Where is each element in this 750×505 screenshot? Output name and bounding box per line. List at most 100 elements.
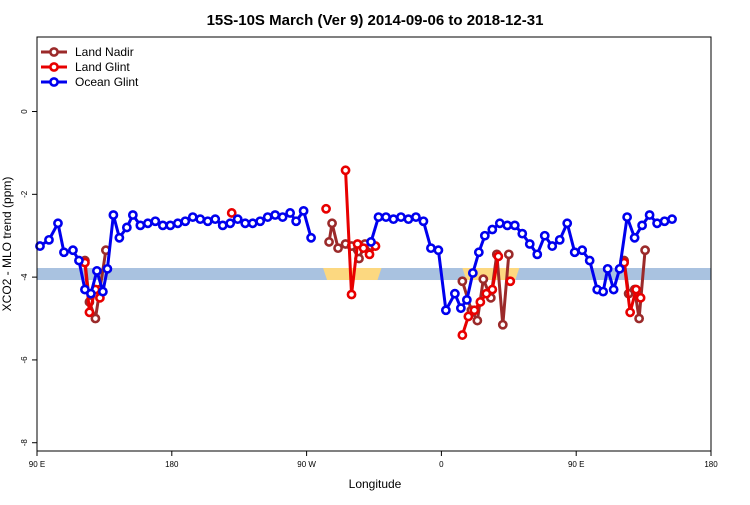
data-point bbox=[74, 255, 84, 266]
data-point bbox=[509, 220, 520, 231]
data-point bbox=[90, 313, 101, 324]
x-axis: 90 E 180 90 W 0 90 E 180 bbox=[29, 451, 718, 469]
data-point bbox=[487, 284, 498, 295]
data-point bbox=[411, 212, 421, 222]
data-point bbox=[659, 216, 670, 227]
data-point bbox=[86, 288, 96, 299]
data-point bbox=[114, 232, 125, 243]
data-point bbox=[479, 230, 490, 241]
legend-item: Land Glint bbox=[41, 60, 130, 74]
data-point bbox=[327, 218, 337, 229]
data-point bbox=[608, 284, 619, 295]
data-point bbox=[524, 239, 535, 249]
data-point bbox=[202, 216, 213, 227]
land-band-segment bbox=[323, 268, 382, 281]
data-point bbox=[340, 165, 351, 176]
data-point bbox=[539, 230, 550, 241]
y-tick-label: -6 bbox=[20, 356, 29, 364]
x-tick-label: 90 E bbox=[29, 460, 45, 469]
chart-title: 15S-10S March (Ver 9) 2014-09-06 to 2018… bbox=[207, 12, 544, 29]
data-point bbox=[226, 208, 237, 218]
data-point bbox=[467, 268, 478, 278]
legend-swatch-marker bbox=[49, 47, 59, 57]
data-point bbox=[667, 214, 677, 225]
y-tick-label: -8 bbox=[20, 439, 29, 447]
data-point bbox=[532, 249, 543, 260]
data-point bbox=[403, 214, 414, 225]
legend-label: Land Glint bbox=[75, 60, 130, 74]
data-point bbox=[225, 218, 236, 229]
data-point bbox=[92, 266, 102, 276]
data-point bbox=[497, 319, 508, 330]
legend-label: Ocean Glint bbox=[75, 75, 139, 89]
data-point bbox=[285, 208, 296, 218]
data-point bbox=[625, 307, 636, 318]
data-point bbox=[517, 228, 528, 239]
data-point bbox=[475, 297, 486, 307]
data-point bbox=[187, 212, 198, 222]
data-point bbox=[478, 274, 489, 285]
data-point bbox=[366, 237, 376, 247]
x-tick-label: 180 bbox=[704, 460, 718, 469]
data-point bbox=[562, 218, 573, 229]
data-point bbox=[457, 276, 468, 287]
data-point bbox=[195, 214, 206, 225]
data-point bbox=[262, 212, 273, 222]
data-point bbox=[142, 218, 153, 229]
data-point bbox=[358, 243, 369, 254]
series-land-glint bbox=[80, 165, 646, 340]
data-point bbox=[503, 249, 514, 260]
data-point bbox=[306, 232, 316, 243]
data-point bbox=[554, 234, 565, 245]
y-tick-label: 0 bbox=[20, 109, 29, 114]
data-point bbox=[150, 216, 161, 227]
plot-frame bbox=[36, 36, 712, 452]
data-point bbox=[59, 247, 69, 258]
legend-swatch-marker bbox=[49, 62, 59, 72]
data-point bbox=[631, 284, 642, 295]
data-point bbox=[569, 247, 580, 258]
data-point bbox=[640, 245, 650, 256]
data-point bbox=[440, 305, 451, 316]
legend-item: Ocean Glint bbox=[41, 75, 139, 89]
data-point bbox=[270, 210, 281, 220]
data-point bbox=[210, 214, 221, 225]
data-point bbox=[457, 330, 468, 340]
legend-label: Land Nadir bbox=[75, 45, 134, 59]
data-point bbox=[396, 212, 406, 222]
data-point bbox=[53, 218, 63, 229]
data-point bbox=[493, 251, 504, 262]
data-point bbox=[463, 311, 474, 322]
data-point bbox=[455, 303, 466, 314]
data-point bbox=[602, 263, 613, 274]
x-axis-label: Longitude bbox=[349, 477, 402, 491]
legend-swatch-marker bbox=[49, 77, 59, 87]
data-point bbox=[298, 205, 309, 216]
y-axis: 0 -2 -4 -6 -8 bbox=[20, 109, 37, 447]
x-tick-label: 90 W bbox=[297, 460, 316, 469]
data-point bbox=[473, 247, 484, 258]
data-point bbox=[291, 216, 302, 227]
data-point bbox=[433, 245, 444, 256]
data-point bbox=[461, 294, 472, 305]
data-point bbox=[346, 289, 357, 300]
data-point bbox=[333, 243, 343, 254]
data-point bbox=[577, 245, 588, 256]
data-point bbox=[494, 218, 505, 229]
data-point bbox=[157, 220, 168, 231]
data-point bbox=[255, 216, 266, 227]
data-point bbox=[232, 214, 243, 225]
data-point bbox=[84, 307, 95, 318]
data-point bbox=[487, 224, 498, 235]
data-point bbox=[68, 245, 78, 256]
x-tick-label: 90 E bbox=[568, 460, 584, 469]
data-point bbox=[502, 220, 513, 231]
data-point bbox=[635, 292, 646, 303]
data-point bbox=[584, 255, 595, 266]
y-axis-label: XCO2 - MLO trend (ppm) bbox=[0, 177, 14, 312]
data-point bbox=[418, 216, 429, 227]
data-point bbox=[108, 210, 119, 220]
